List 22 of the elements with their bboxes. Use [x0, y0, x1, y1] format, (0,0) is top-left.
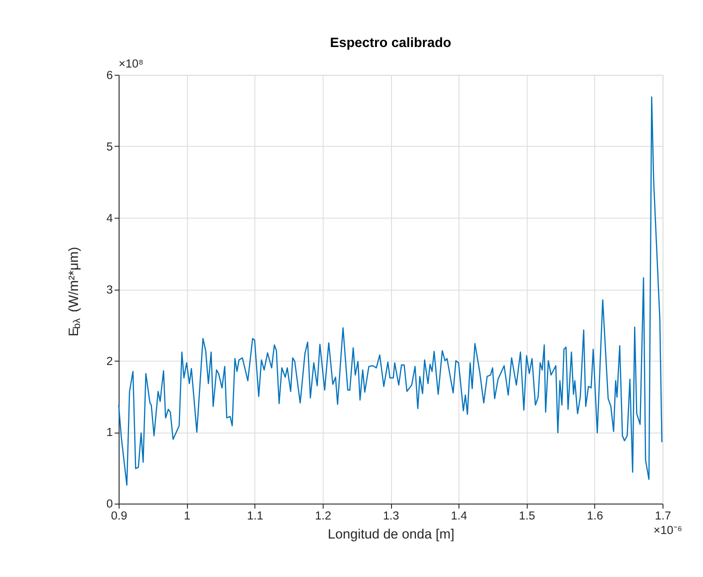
chart-title: Espectro calibrado — [330, 34, 452, 50]
y-tick-label: 2 — [106, 354, 113, 368]
x-tick-label: 1.3 — [382, 509, 400, 522]
y-tick-label: 1 — [106, 426, 113, 440]
x-tick-label: 1.6 — [586, 509, 604, 522]
text: ×10⁻⁶ — [654, 524, 682, 538]
y-tick-label: 4 — [106, 212, 114, 225]
x-tick-label: 1.7 — [654, 509, 672, 522]
x-tick-label: 1.1 — [246, 509, 264, 522]
line-series — [118, 96, 662, 486]
x-axis-title: Longitud de onda [m] — [328, 526, 454, 542]
y-tick-label: 0 — [106, 498, 114, 511]
y-tick-label: 6 — [106, 68, 113, 82]
y-axis-title: Ebλ (W/m²*μm) — [66, 246, 84, 336]
x-tick-label: 1.2 — [314, 509, 332, 522]
x-tick-label: 1.5 — [518, 509, 536, 522]
x-tick-label: 1.4 — [450, 509, 468, 522]
x-tick-label: 0.9 — [110, 509, 128, 522]
y-tick-label: 3 — [106, 283, 113, 296]
y-tick-label: 5 — [106, 140, 113, 154]
text: ×10⁸ — [118, 58, 144, 71]
x-tick-label: 1 — [184, 509, 190, 522]
